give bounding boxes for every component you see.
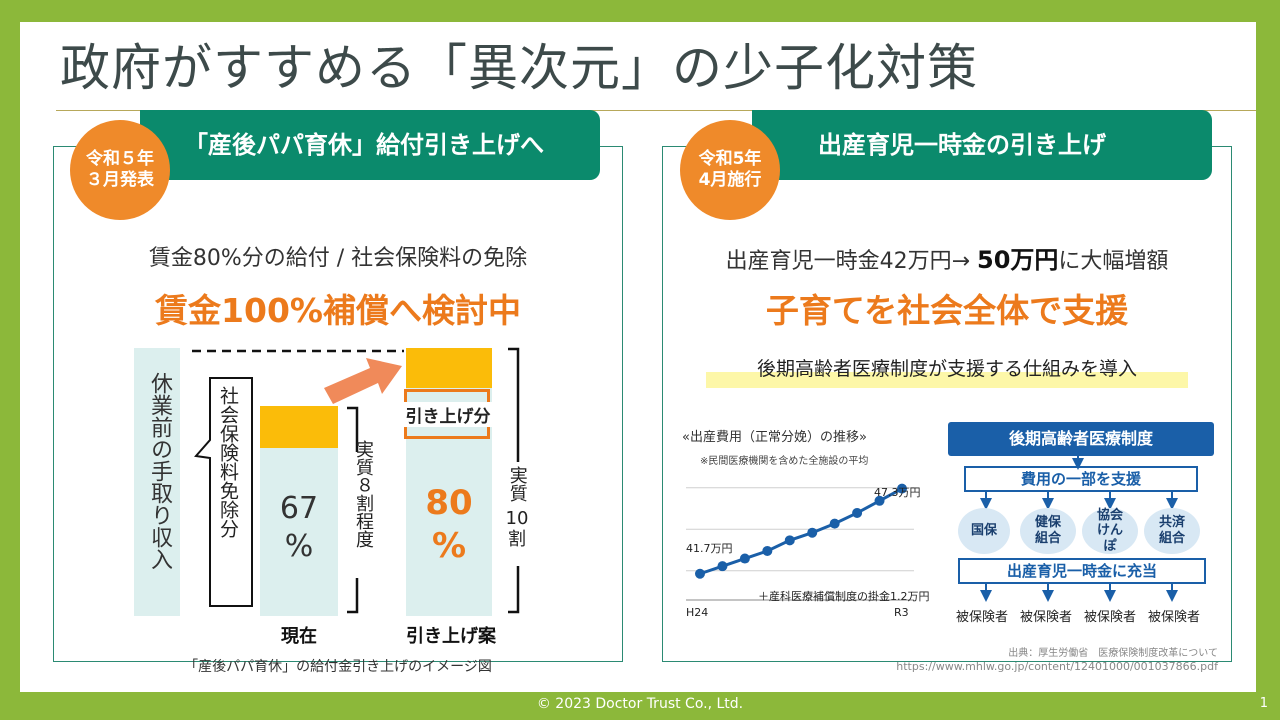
chart-start-label: 41.7万円 bbox=[686, 542, 733, 555]
chart-note: ※民間医療機関を含めた全施設の平均 bbox=[700, 456, 869, 467]
right-date-badge: 令和5年 4月施行 bbox=[680, 120, 780, 220]
current-bar bbox=[260, 448, 338, 616]
left-diagram-lines bbox=[192, 347, 520, 614]
chart-x-start: H24 bbox=[686, 606, 709, 619]
marker-highlight bbox=[706, 372, 1188, 388]
insurer-kokuho: 国保 bbox=[958, 508, 1010, 554]
current-caption: 現在 bbox=[281, 626, 317, 647]
left-badge-line1: 令和５年 bbox=[86, 148, 154, 169]
chart-points bbox=[695, 483, 907, 579]
insurer-kyokai: 協会けんぽ bbox=[1082, 508, 1138, 554]
title-divider bbox=[56, 110, 1256, 111]
left-heading: 「産後パパ育休」給付引き上げへ bbox=[184, 131, 544, 159]
insurer-kyosai: 共済組合 bbox=[1144, 508, 1200, 554]
chart-point-0 bbox=[695, 568, 705, 579]
birth-cost-chart bbox=[686, 483, 914, 601]
source-line1: 出典：厚生労働省 医療保険制度改革について bbox=[1008, 648, 1218, 659]
left-subtitle: 賃金80%分の給付 / 社会保険料の免除 bbox=[148, 246, 528, 271]
left-highlight: 賃金100%補償へ検討中 bbox=[155, 291, 521, 330]
right-badge-line2: 4月施行 bbox=[698, 170, 762, 190]
pre-leave-income-label: 休業前の手取り収入 bbox=[147, 372, 172, 570]
marker-text: 後期高齢者医療制度が支援する仕組みを導入 bbox=[756, 358, 1137, 380]
current-insurance-segment bbox=[260, 406, 338, 448]
chart-point-8 bbox=[874, 495, 885, 506]
current-bracket-label: 実質８割程度 bbox=[353, 440, 374, 548]
current-percent: 67% bbox=[279, 491, 319, 564]
right-heading: 出産育児一時金の引き上げ bbox=[818, 131, 1106, 159]
chart-point-3 bbox=[762, 545, 773, 556]
proposal-percent: 80% bbox=[425, 483, 473, 566]
system-title-box: 後期高齢者医療制度 bbox=[948, 422, 1214, 456]
raise-portion-label: 引き上げ分 bbox=[398, 402, 498, 427]
chart-x-end: R3 bbox=[894, 606, 909, 619]
slide-title: 政府がすすめる「異次元」の少子化対策 bbox=[60, 39, 978, 97]
proposal-caption: 引き上げ案 bbox=[406, 626, 496, 647]
insured-3: 被保険者 bbox=[1084, 610, 1137, 625]
chart-point-7 bbox=[852, 507, 863, 518]
insured-4: 被保険者 bbox=[1148, 610, 1201, 625]
chart-footnote: ＋産科医療補償制度の掛金1.2万円 bbox=[758, 590, 930, 603]
proposal-insurance-segment bbox=[406, 348, 492, 388]
insurance-exemption-label: 社会保険料免除分 bbox=[217, 386, 239, 538]
left-heading-banner: 「産後パパ育休」給付引き上げへ bbox=[140, 110, 600, 180]
insured-1: 被保険者 bbox=[956, 610, 1009, 625]
source-line2: https://www.mhlw.go.jp/content/12401000/… bbox=[896, 660, 1218, 673]
chart-end-label: 47.3万円 bbox=[874, 486, 921, 499]
chart-grid bbox=[686, 487, 914, 601]
system-diagram-lines bbox=[980, 456, 1178, 602]
page-number: 1 bbox=[1259, 696, 1268, 711]
chart-point-6 bbox=[829, 518, 840, 529]
proposal-bracket-label: 実質 10 割 bbox=[505, 466, 529, 551]
chart-point-4 bbox=[784, 535, 795, 546]
insured-2: 被保険者 bbox=[1020, 610, 1073, 625]
chart-series-line bbox=[699, 487, 903, 576]
left-badge-line2: ３月発表 bbox=[86, 170, 154, 190]
chart-point-5 bbox=[807, 527, 818, 538]
left-date-badge: 令和５年 ３月発表 bbox=[70, 120, 170, 220]
chart-title: «出産費用（正常分娩）の推移» bbox=[682, 430, 867, 445]
support-box: 費用の一部を支援 bbox=[964, 466, 1198, 492]
chart-point-2 bbox=[739, 553, 750, 564]
right-heading-banner: 出産育児一時金の引き上げ bbox=[752, 110, 1212, 180]
insurer-kenpo: 健保組合 bbox=[1020, 508, 1076, 554]
right-badge-line1: 令和5年 bbox=[698, 148, 762, 169]
footer-copyright: © 2023 Doctor Trust Co., Ltd. bbox=[536, 696, 744, 712]
appropriation-box: 出産育児一時金に充当 bbox=[958, 558, 1206, 584]
right-subtitle: 出産育児一時金42万円→ 50万円に大幅増額 bbox=[725, 246, 1169, 274]
chart-point-9 bbox=[897, 483, 907, 494]
right-highlight: 子育てを社会全体で支援 bbox=[765, 291, 1129, 330]
pre-leave-income-bar bbox=[134, 348, 180, 616]
chart-point-1 bbox=[717, 561, 728, 572]
diagram-caption: 「産後パパ育休」の給付金引き上げのイメージ図 bbox=[184, 659, 492, 675]
